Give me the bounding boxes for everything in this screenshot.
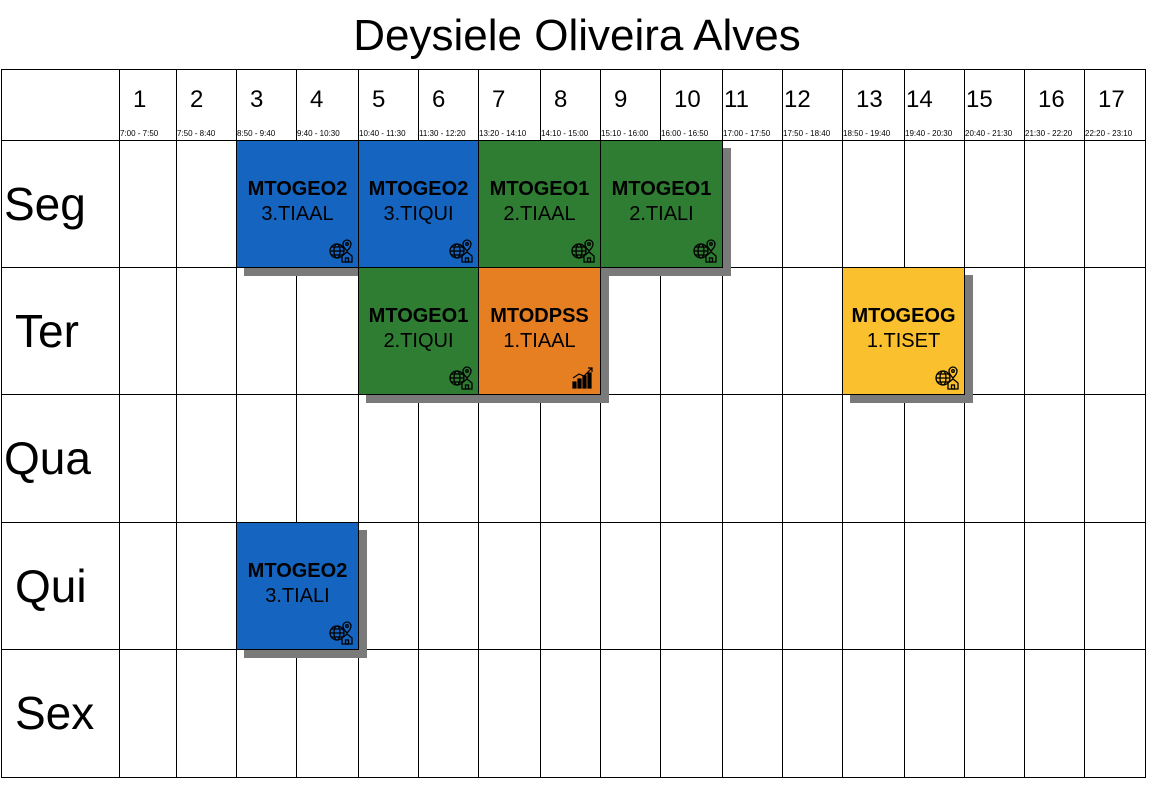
slot-number: 14 [906, 86, 933, 113]
slot-number: 3 [250, 86, 264, 113]
grid-line [842, 69, 843, 778]
globe-house-icon [448, 364, 474, 390]
slot-time: 13:20 - 14:10 [479, 129, 527, 138]
class-code: MTOGEO2 [247, 560, 348, 582]
class-group: 3.TIAAL [261, 203, 334, 225]
grid-line [540, 69, 541, 778]
day-label: Seg [4, 177, 86, 230]
slot-number: 12 [784, 86, 811, 113]
slot-time: 17:50 - 18:40 [783, 129, 831, 138]
slot-time: 20:40 - 21:30 [965, 129, 1013, 138]
grid-line [296, 69, 297, 778]
class-group: 3.TIQUI [383, 203, 454, 225]
class-block[interactable]: MTOGEO1 2.TIALI [600, 140, 723, 268]
slot-time: 7:00 - 7:50 [120, 129, 159, 138]
day-label: Ter [15, 304, 79, 357]
day-label: Sex [15, 687, 95, 739]
grid-line [1024, 69, 1025, 778]
class-block[interactable]: MTOGEOG 1.TISET [842, 267, 965, 395]
grid-line [1084, 69, 1085, 778]
slot-number: 9 [614, 86, 628, 113]
class-block[interactable]: MTOGEO1 2.TIQUI [358, 267, 479, 395]
day-label: Qua [4, 432, 91, 484]
grid-line [964, 69, 965, 778]
globe-house-icon [692, 237, 718, 263]
grid-line [478, 69, 479, 778]
grid-line [722, 69, 723, 778]
grid-line [119, 69, 120, 778]
grid-line [660, 69, 661, 778]
class-block[interactable]: MTODPSS 1.TIAAL [478, 267, 601, 395]
class-code: MTOGEO1 [489, 178, 590, 200]
class-block[interactable]: MTOGEO2 3.TIALI [236, 522, 359, 650]
class-code: MTOGEO1 [611, 178, 712, 200]
grid-line [782, 69, 783, 778]
page-title: Deysiele Oliveira Alves [353, 11, 801, 60]
grid-line [1, 522, 1146, 523]
slot-number: 2 [190, 86, 204, 113]
class-group: 3.TIALI [265, 585, 330, 607]
slot-number: 10 [674, 86, 701, 113]
grid-line [1, 69, 2, 778]
slot-number: 6 [432, 86, 446, 113]
slot-number: 16 [1038, 86, 1065, 113]
slot-number: 7 [492, 86, 506, 113]
slot-time: 7:50 - 8:40 [177, 129, 216, 138]
slot-time: 15:10 - 16:00 [601, 129, 649, 138]
grid-line [358, 69, 359, 778]
class-group: 1.TISET [866, 330, 941, 352]
globe-house-icon [934, 364, 960, 390]
slot-time: 9:40 - 10:30 [297, 129, 340, 138]
grid-line [1145, 69, 1146, 778]
class-code: MTOGEO2 [368, 178, 469, 200]
grid-line [1, 649, 1146, 650]
grid-line [176, 69, 177, 778]
slot-number: 17 [1098, 86, 1125, 113]
slot-time: 16:00 - 16:50 [661, 129, 709, 138]
slot-time: 17:00 - 17:50 [723, 129, 771, 138]
class-group: 2.TIQUI [383, 330, 454, 352]
class-block[interactable]: MTOGEO2 3.TIAAL [236, 140, 359, 268]
slot-time: 18:50 - 19:40 [843, 129, 891, 138]
slot-number: 8 [554, 86, 568, 113]
class-code: MTOGEO1 [368, 305, 469, 327]
bar-chart-icon [570, 364, 596, 390]
grid-line [418, 69, 419, 778]
slot-number: 15 [966, 86, 993, 113]
class-group: 2.TIAAL [503, 203, 576, 225]
slot-time: 19:40 - 20:30 [905, 129, 953, 138]
slot-number: 4 [310, 86, 324, 113]
class-block[interactable]: MTOGEO1 2.TIAAL [478, 140, 601, 268]
slot-number: 5 [372, 86, 386, 113]
slot-time: 14:10 - 15:00 [541, 129, 589, 138]
grid-line [904, 69, 905, 778]
slot-time: 22:20 - 23:10 [1085, 129, 1133, 138]
slot-time: 8:50 - 9:40 [237, 129, 276, 138]
slot-time: 21:30 - 22:20 [1025, 129, 1073, 138]
grid-line [600, 69, 601, 778]
slot-number: 11 [724, 86, 749, 113]
class-code: MTOGEO2 [247, 178, 348, 200]
globe-house-icon [328, 619, 354, 645]
slot-number: 13 [856, 86, 883, 113]
class-group: 1.TIAAL [503, 330, 576, 352]
grid-line [236, 69, 237, 778]
grid-line [1, 69, 1146, 70]
class-block[interactable]: MTOGEO2 3.TIQUI [358, 140, 479, 268]
class-code: MTOGEOG [851, 305, 956, 327]
globe-house-icon [570, 237, 596, 263]
globe-house-icon [448, 237, 474, 263]
globe-house-icon [328, 237, 354, 263]
day-label: Qui [15, 559, 87, 612]
class-group: 2.TIALI [629, 203, 694, 225]
slot-number: 1 [133, 86, 147, 113]
class-code: MTODPSS [490, 305, 589, 327]
grid-line [1, 777, 1146, 778]
slot-time: 11:30 - 12:20 [419, 129, 466, 138]
slot-time: 10:40 - 11:30 [359, 129, 406, 138]
